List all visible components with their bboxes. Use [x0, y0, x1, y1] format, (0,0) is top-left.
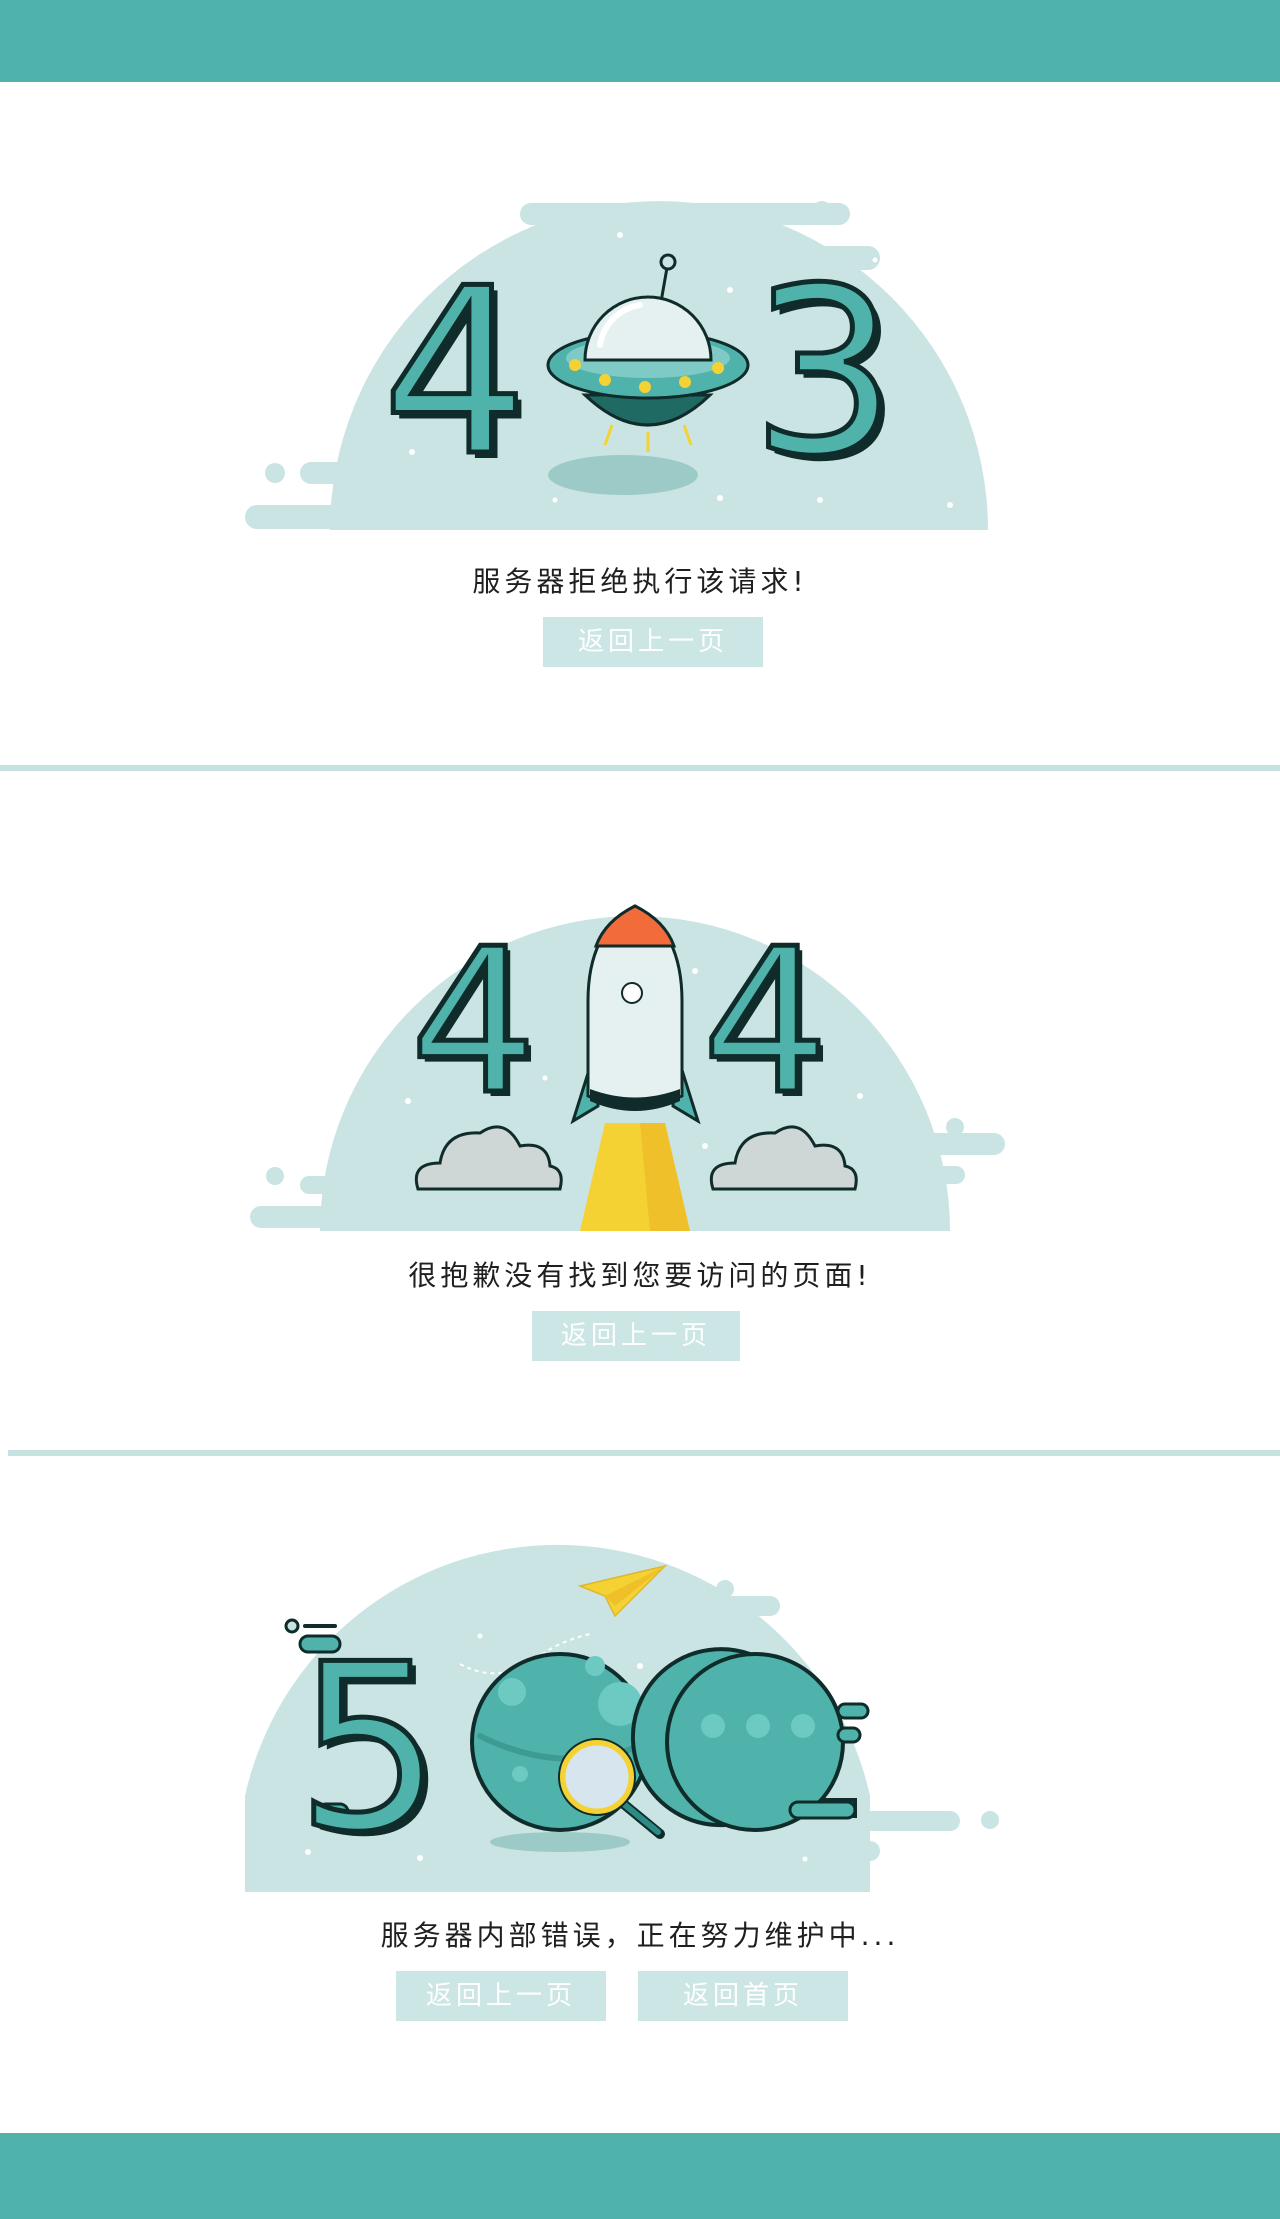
- ufo-icon: [546, 253, 750, 452]
- bottom-bar: [0, 2133, 1280, 2219]
- code-digit-4: 4: [415, 911, 542, 1144]
- cloud-icon: [414, 1125, 563, 1191]
- chat-bubble-icon: [630, 1647, 870, 1832]
- code-digit-3: 3: [757, 246, 903, 513]
- error-404-message: 很抱歉没有找到您要访问的页面!: [408, 1259, 872, 1292]
- rocket-icon: [570, 904, 701, 1125]
- home-button[interactable]: 返回首页: [638, 1971, 848, 2021]
- svg-text:4: 4: [702, 906, 829, 1139]
- top-bar: [0, 0, 1280, 82]
- error-403-message: 服务器拒绝执行该请求!: [472, 565, 808, 598]
- error-404-section: 4 4 4 4 很抱歉没有找到您要访问的页面! 返回上一页: [0, 771, 1280, 1451]
- svg-text:3: 3: [751, 240, 897, 507]
- code-digit-4: 4: [388, 246, 534, 513]
- error-403-section: 4 4 3 3 服务器拒绝执行该请求! 返回上一页: [0, 0, 1280, 760]
- error-500-section: 5 5 服务器内部错误，正在努力维护中.: [0, 1456, 1280, 2133]
- magnifier-icon: [558, 1738, 665, 1839]
- cloud-icon: [709, 1125, 858, 1191]
- section-divider: [0, 765, 1280, 771]
- code-digit-5: 5: [302, 1621, 448, 1888]
- error-500-message: 服务器内部错误，正在努力维护中...: [380, 1919, 900, 1952]
- svg-text:4: 4: [410, 906, 537, 1139]
- back-button[interactable]: 返回上一页: [396, 1971, 606, 2021]
- error-500-illustration: 5 5: [245, 1544, 999, 1892]
- code-digit-4: 4: [707, 911, 834, 1144]
- svg-text:4: 4: [382, 240, 528, 507]
- paper-plane-icon: [459, 1564, 668, 1675]
- back-button[interactable]: 返回上一页: [543, 617, 763, 667]
- section-divider: [8, 1450, 1280, 1456]
- error-403-illustration: 4 4 3 3: [245, 201, 988, 530]
- error-404-illustration: 4 4 4 4: [250, 904, 1005, 1231]
- back-button[interactable]: 返回上一页: [532, 1311, 740, 1361]
- svg-text:5: 5: [296, 1616, 442, 1883]
